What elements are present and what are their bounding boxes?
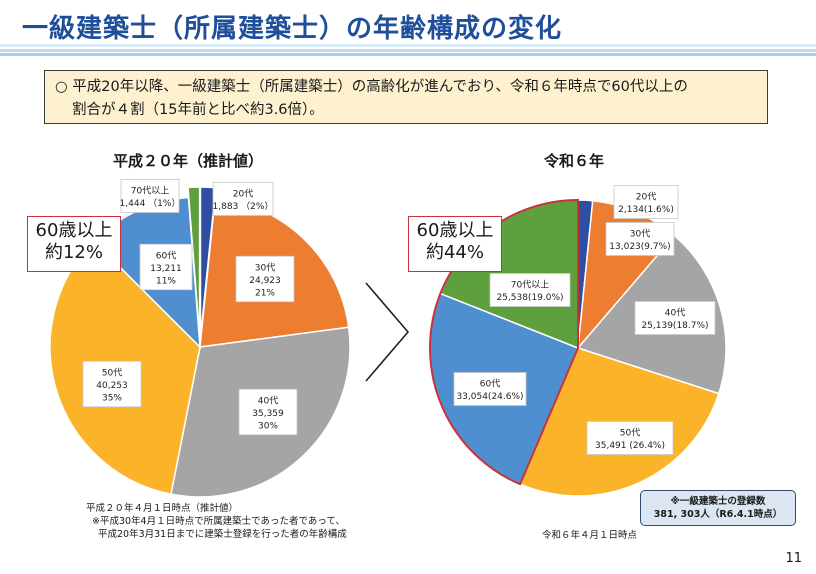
left-chart-title: 平成２０年（推計値） (113, 152, 264, 170)
left-label-70s-text: 70代以上 (131, 186, 169, 197)
left-label-70s-box (120, 179, 180, 213)
left-callout-line-1: 60歳以上 (35, 220, 113, 241)
right-label-40s-text: 25,139(18.7%) (641, 321, 708, 331)
left-label-20s-text: 1,883 （2%） (213, 201, 274, 212)
right-label-30s-box (605, 222, 675, 256)
left-label-60s-text: 60代 (156, 250, 176, 261)
summary-box: ○ 平成20年以降、一級建築士（所属建築士）の高齢化が進んでおり、令和６年時点で… (44, 70, 768, 124)
reg-line-1: ※一級建築士の登録数 (670, 496, 766, 507)
right-pie-labels: 20代 2,134(1.6%) 30代 13,023(9.7%) 40代 25,139(1… (453, 185, 716, 455)
registration-count-box: ※一級建築士の登録数 381, 303人（R6.4.1時点） (640, 490, 796, 526)
right-label-20s-box (613, 185, 679, 219)
page-number: 11 (785, 551, 802, 566)
sixty-plus-outline (429, 198, 579, 486)
right-callout-line-1: 60歳以上 (416, 220, 494, 241)
reg-line-2: 381, 303人（R6.4.1時点） (653, 509, 783, 520)
left-label-50s-text: 35% (102, 393, 122, 403)
left-label-40s-text: 35,359 (252, 409, 284, 419)
right-label-30s-text: 30代 (630, 229, 650, 240)
left-label-60s-box (139, 243, 193, 291)
left-label-30s-text: 21% (255, 288, 275, 298)
summary-line-2: 割合が４割（15年前と比べ約3.6倍）。 (72, 102, 324, 118)
right-label-40s-box (634, 301, 716, 335)
left-label-40s-box (238, 388, 298, 436)
right-label-20s-text: 2,134(1.6%) (618, 205, 674, 215)
left-label-20s-box (212, 182, 274, 216)
left-label-40s-text: 40代 (258, 395, 278, 406)
left-label-60s-text: 11% (156, 276, 176, 286)
left-label-30s-text: 30代 (255, 262, 275, 273)
left-label-40s-text: 30% (258, 421, 278, 431)
right-label-20s-text: 20代 (636, 192, 656, 203)
right-label-50s-text: 35,491 (26.4%) (595, 441, 665, 451)
left-callout-line-2: 約12% (44, 242, 103, 263)
right-60plus-callout: 60歳以上 約44% (408, 216, 502, 272)
title-underline (0, 44, 816, 56)
right-label-40s-text: 40代 (665, 308, 685, 319)
right-label-50s-text: 50代 (620, 428, 640, 439)
left-note-line-3: 平成20年3月31日までに建築士登録を行った者の年齢構成 (98, 529, 347, 540)
left-note-line-1: 平成２０年４月１日時点（推計値） (86, 503, 239, 514)
left-label-50s-text: 50代 (102, 367, 122, 378)
left-label-60s-text: 13,211 (150, 264, 182, 274)
page-title: 一級建築士（所属建築士）の年齢構成の変化 (22, 14, 563, 44)
right-chart-title: 令和６年 (544, 152, 605, 170)
left-label-70s-text: 1,444 （1%） (120, 198, 181, 209)
right-callout-line-2: 約44% (425, 242, 484, 263)
right-label-70s-box (489, 273, 571, 307)
right-label-60s-text: 33,054(24.6%) (456, 392, 523, 402)
pie-slice-70s (187, 186, 201, 338)
summary-line-1: ○ 平成20年以降、一級建築士（所属建築士）の高齢化が進んでおり、令和６年時点で… (55, 79, 688, 95)
right-footnote: 令和６年４月１日時点 (542, 530, 638, 541)
left-label-20s-text: 20代 (233, 189, 253, 200)
right-label-60s-text: 60代 (480, 379, 500, 390)
right-label-70s-text: 25,538(19.0%) (496, 293, 563, 303)
left-note-line-2: ※平成30年4月１日時点で所属建築士であった者であって、 (92, 516, 345, 527)
right-label-70s-text: 70代以上 (511, 280, 549, 291)
left-footnote: 平成２０年４月１日時点（推計値） ※平成30年4月１日時点で所属建築士であった者… (86, 502, 347, 541)
arrow-chevron-icon (365, 282, 410, 382)
left-label-50s-box (82, 360, 142, 408)
left-60plus-callout: 60歳以上 約12% (27, 216, 121, 272)
left-label-30s-text: 24,923 (249, 276, 281, 286)
right-label-50s-box (586, 421, 674, 455)
right-label-60s-box (453, 372, 527, 406)
left-label-50s-text: 40,253 (96, 381, 128, 391)
right-label-30s-text: 13,023(9.7%) (609, 242, 670, 252)
left-label-30s-box (235, 255, 295, 303)
